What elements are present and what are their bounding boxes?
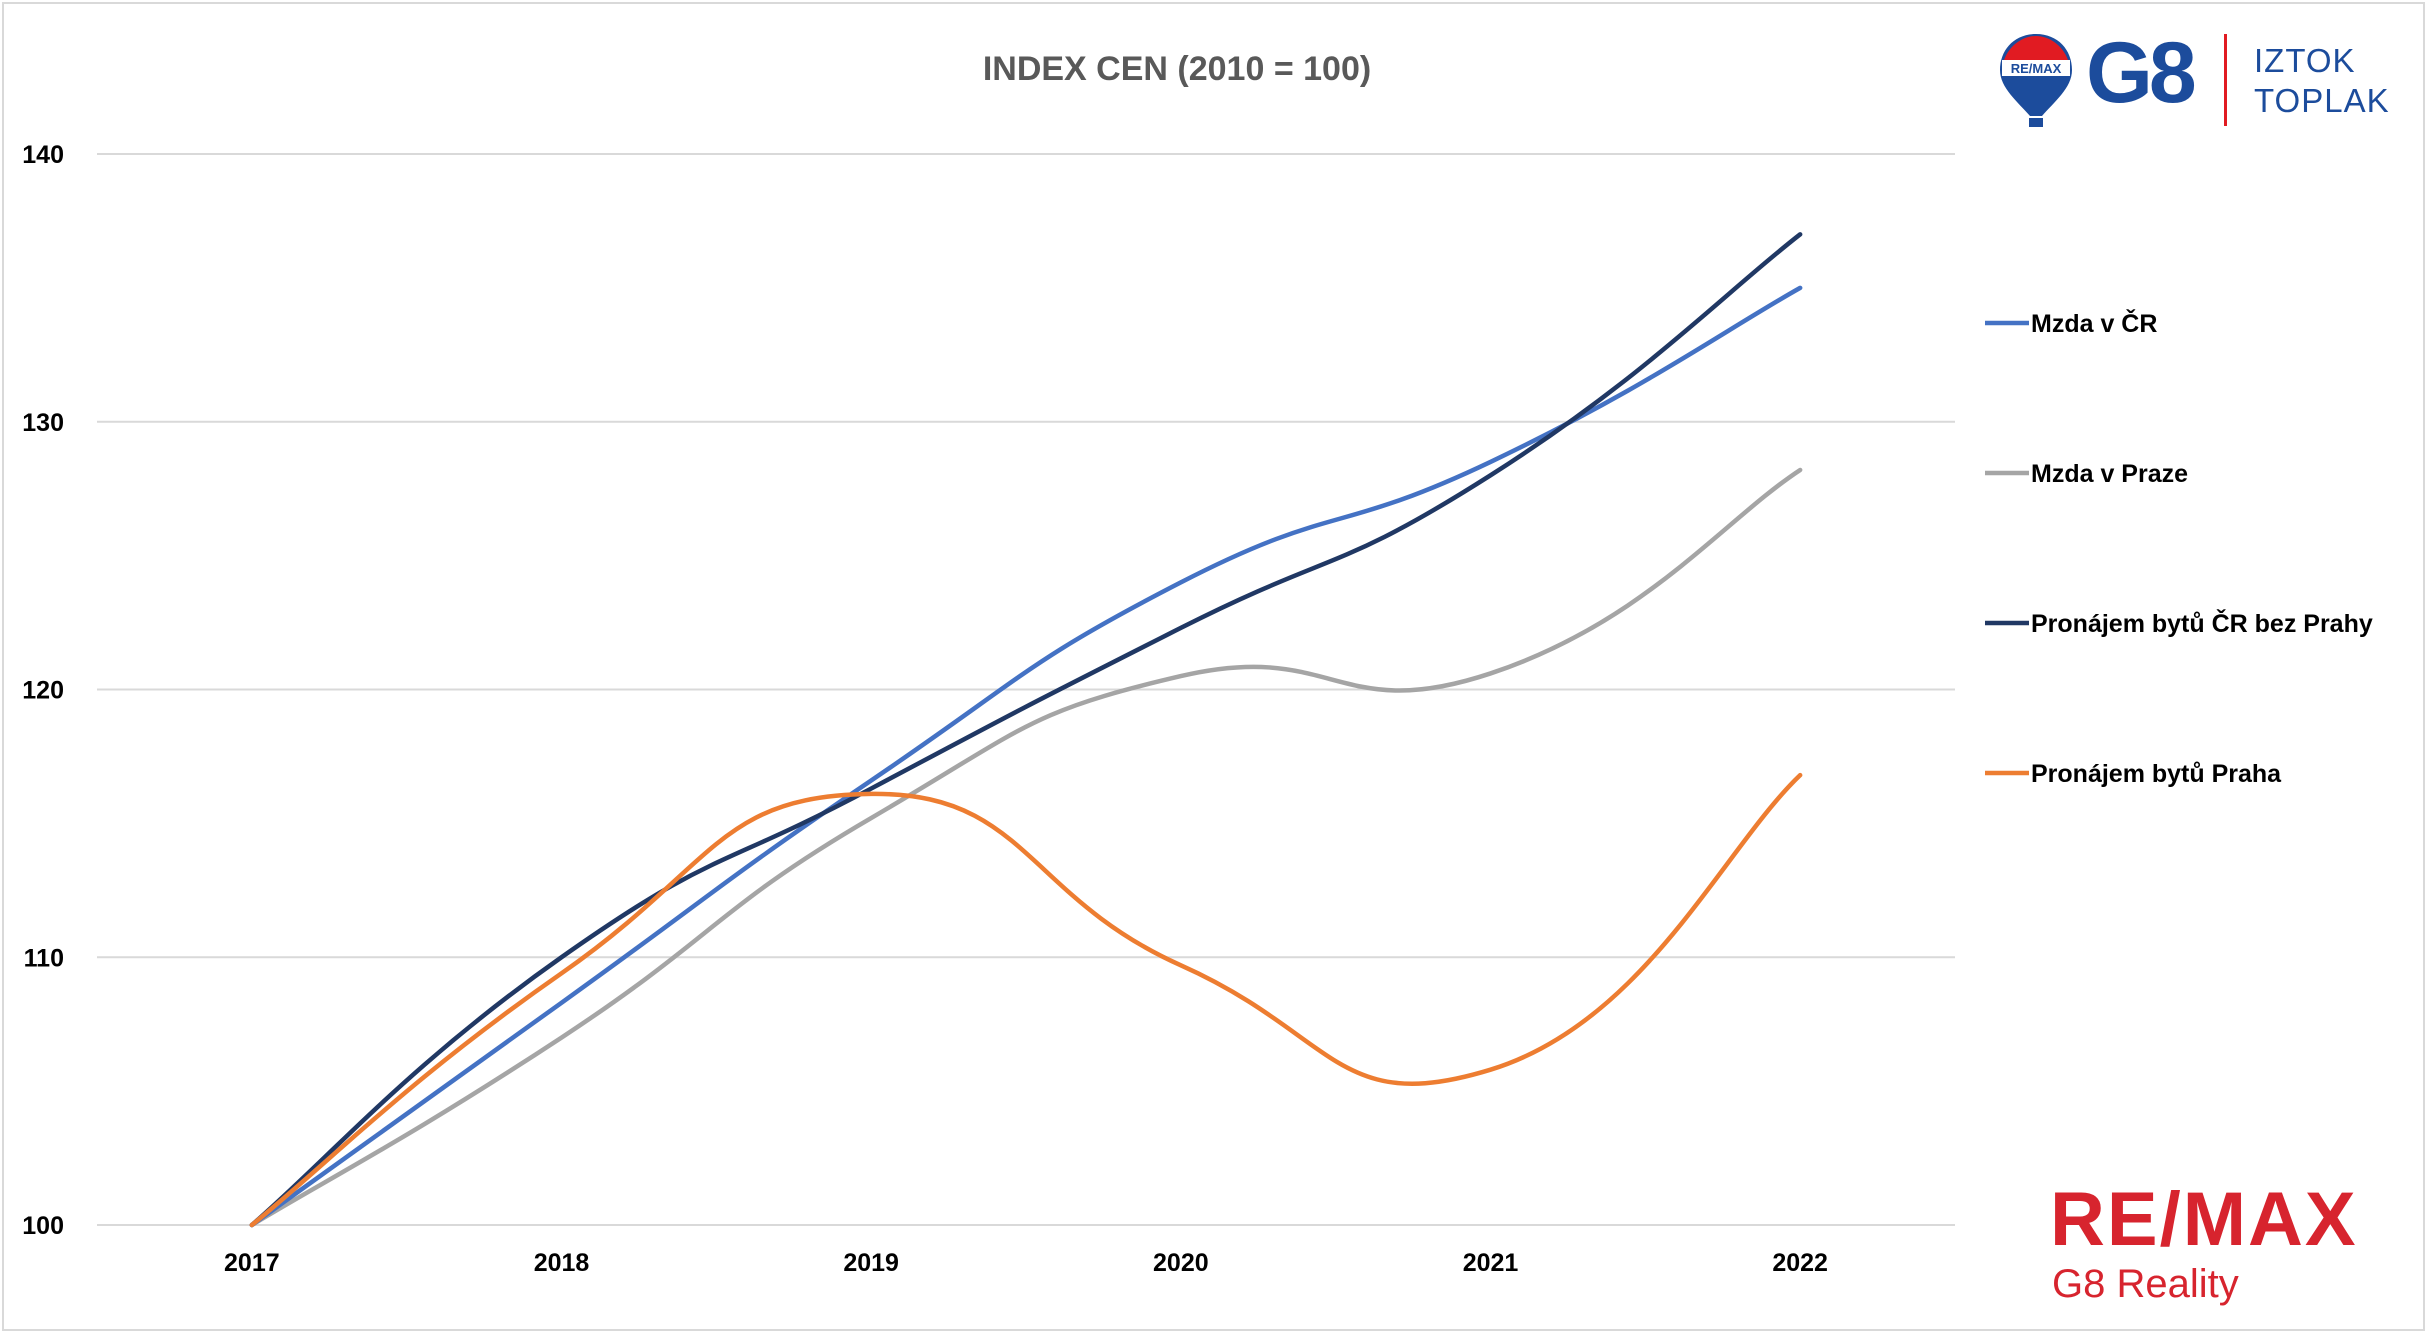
legend-item: Mzda v ČR — [1985, 308, 2157, 338]
legend-label: Pronájem bytů ČR bez Prahy — [2031, 608, 2373, 638]
x-tick-label: 2021 — [1463, 1249, 1519, 1277]
legend-item: Mzda v Praze — [1985, 460, 2188, 488]
series-lines — [249, 232, 1803, 1228]
legend-label: Mzda v Praze — [2031, 460, 2188, 488]
legend-label: Mzda v ČR — [2031, 308, 2157, 338]
y-tick-label: 130 — [22, 409, 64, 437]
brand-name: G8 — [2086, 25, 2197, 121]
remax-balloon-icon: RE/MAX — [2000, 34, 2072, 127]
remax-office-name: G8 Reality — [2052, 1262, 2239, 1306]
x-tick-label: 2022 — [1772, 1249, 1828, 1277]
brand-logo: RE/MAX G8 IZTOK TOPLAK — [1996, 26, 2406, 134]
remax-wordmark: RE/MAX — [2050, 1177, 2358, 1262]
y-tick-label: 140 — [22, 141, 64, 169]
series-line-2 — [249, 232, 1803, 1228]
logo-divider — [2224, 34, 2227, 126]
svg-text:RE/MAX: RE/MAX — [2011, 61, 2062, 76]
y-tick-label: 120 — [22, 677, 64, 705]
legend-label: Pronájem bytů Praha — [2031, 760, 2282, 788]
legend: Mzda v ČR Mzda v Praze Pronájem bytů ČR be… — [1985, 308, 2373, 788]
agent-last-name: TOPLAK — [2254, 82, 2390, 119]
x-axis-ticks: 2017 2018 2019 2020 2021 2022 — [224, 1249, 1828, 1277]
series-line-0 — [249, 285, 1803, 1228]
x-tick-label: 2018 — [534, 1249, 590, 1277]
legend-item: Pronájem bytů Praha — [1985, 760, 2282, 788]
y-tick-label: 110 — [24, 944, 64, 972]
gridlines — [97, 153, 1955, 1226]
agent-first-name: IZTOK — [2254, 42, 2356, 79]
y-tick-label: 100 — [22, 1212, 64, 1240]
series-line-1 — [249, 467, 1803, 1228]
x-tick-label: 2020 — [1153, 1249, 1209, 1277]
series-line-3 — [249, 772, 1803, 1228]
y-axis-ticks: 100 110 120 130 140 — [22, 141, 64, 1240]
x-tick-label: 2019 — [843, 1249, 899, 1277]
legend-item: Pronájem bytů ČR bez Prahy — [1985, 608, 2373, 638]
x-tick-label: 2017 — [224, 1249, 280, 1277]
remax-logo: RE/MAX G8 Reality — [2050, 1182, 2370, 1312]
chart-title: INDEX CEN (2010 = 100) — [983, 50, 1371, 88]
